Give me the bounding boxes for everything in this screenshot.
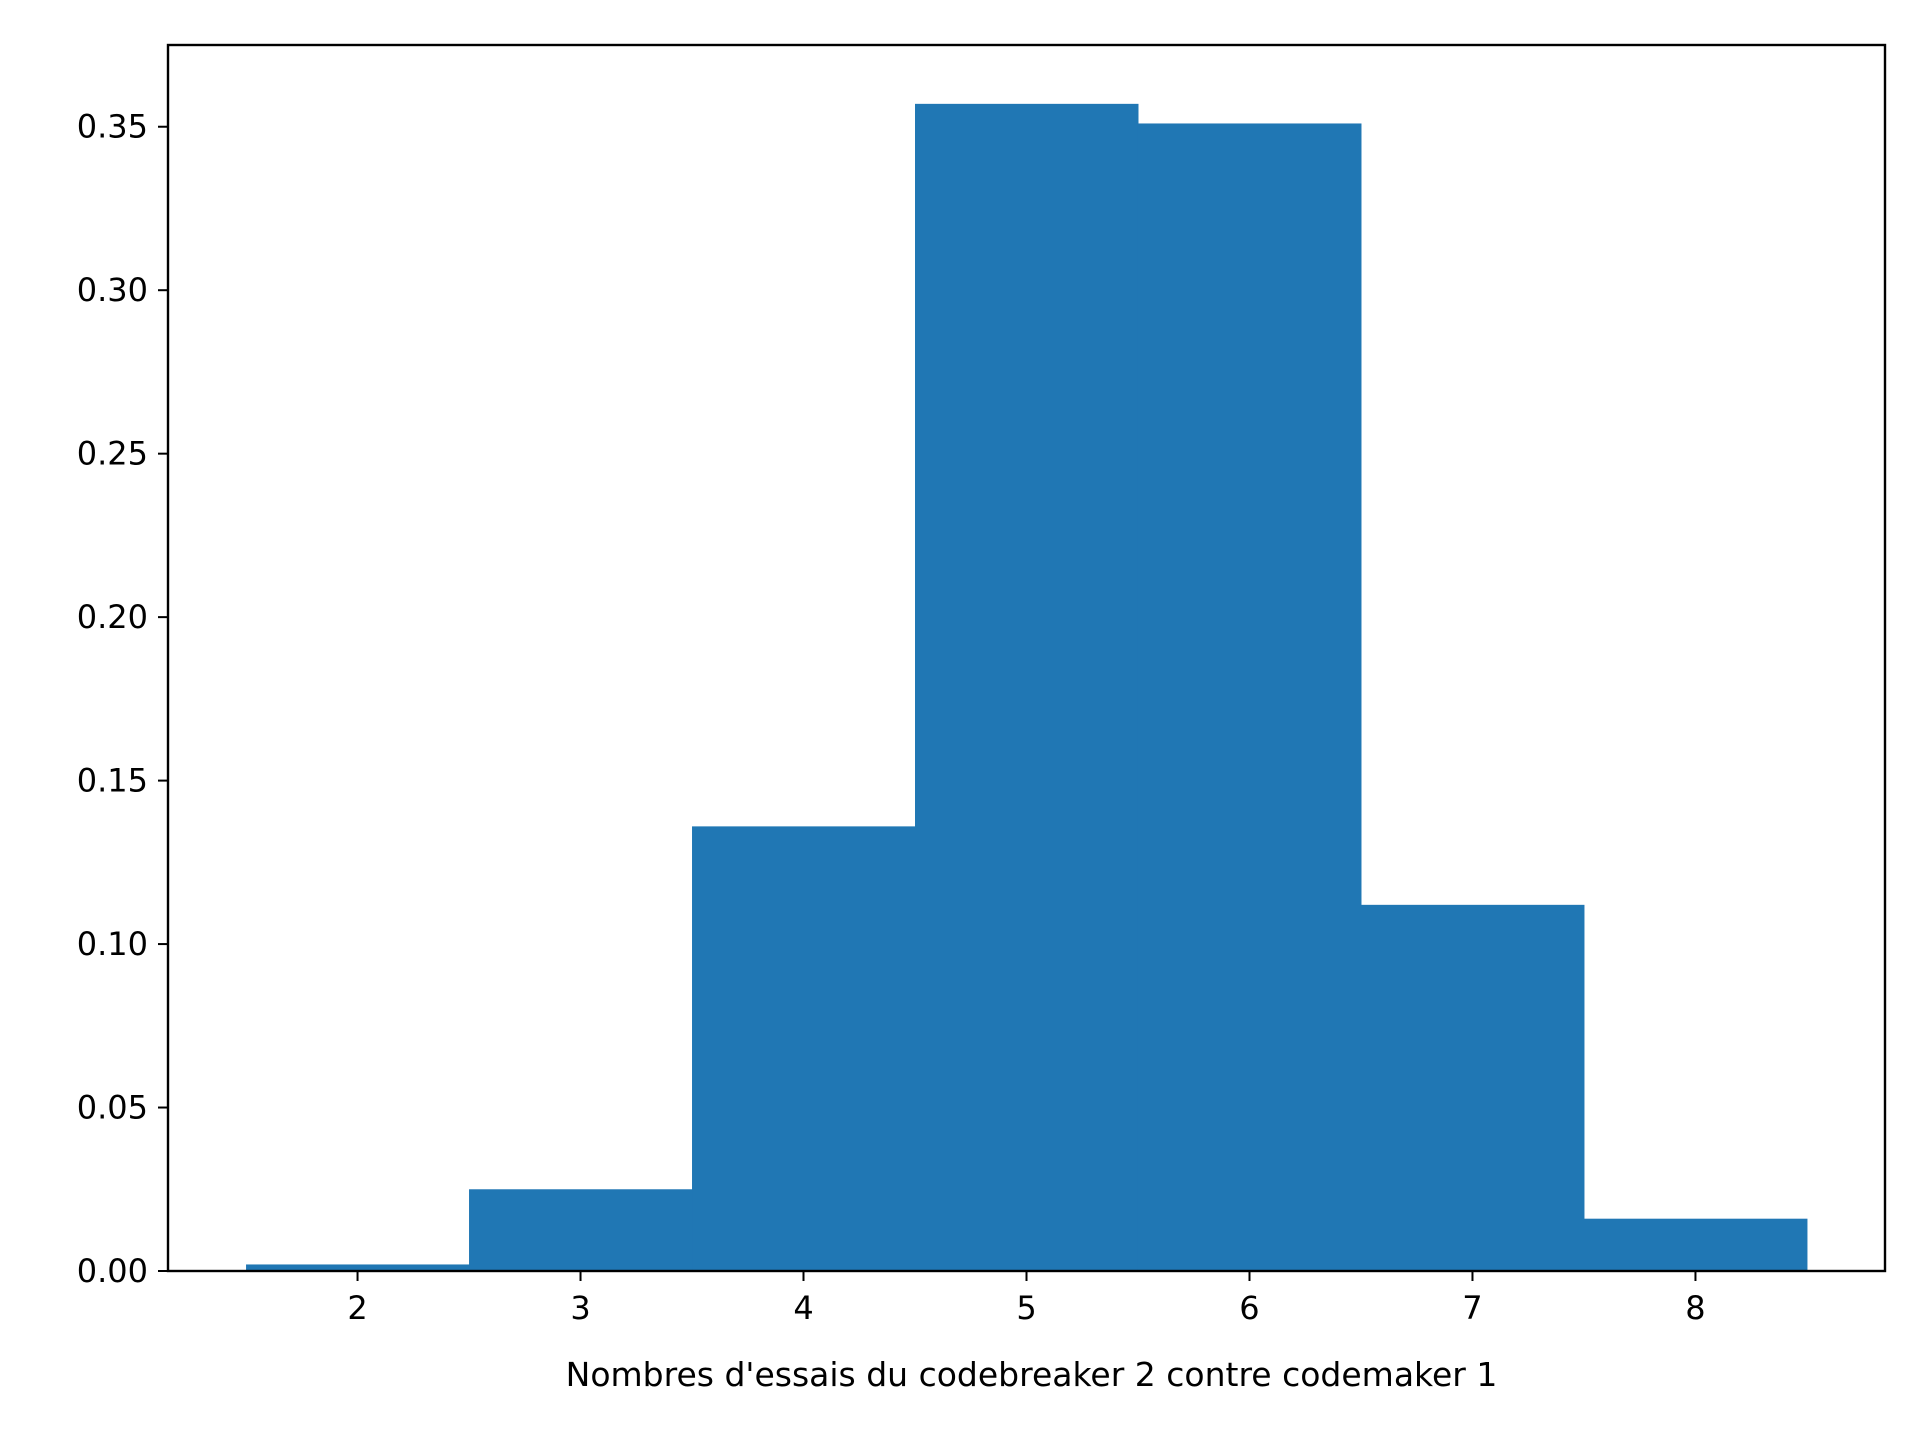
- y-tick-label: 0.15: [77, 762, 148, 800]
- y-tick-label: 0.00: [77, 1252, 148, 1290]
- x-tick-label: 4: [793, 1289, 813, 1327]
- bar-6: [1137, 123, 1362, 1272]
- x-ticks-group: 2 3 4 5 6 7 8: [347, 1271, 1706, 1327]
- y-tick-label: 0.05: [77, 1089, 148, 1127]
- x-tick-label: 6: [1239, 1289, 1259, 1327]
- bar-7: [1360, 904, 1585, 1271]
- y-tick-label: 0.20: [77, 598, 148, 636]
- x-tick-label: 2: [347, 1289, 367, 1327]
- x-tick-label: 7: [1462, 1289, 1482, 1327]
- bar-4: [692, 826, 916, 1271]
- y-tick-label: 0.35: [77, 108, 148, 146]
- plot-frame: [166, 43, 1887, 1273]
- bars-group: [246, 103, 1808, 1272]
- y-tick-label: 0.25: [77, 435, 148, 473]
- x-axis-label: Nombres d'essais du codebreaker 2 contre…: [566, 1355, 1498, 1394]
- bar-8: [1583, 1218, 1808, 1271]
- y-tick-label: 0.10: [77, 925, 148, 963]
- bar-3: [469, 1189, 693, 1271]
- y-tick-label: 0.30: [77, 271, 148, 309]
- x-tick-label: 5: [1016, 1289, 1036, 1327]
- x-tick-label: 8: [1685, 1289, 1705, 1327]
- y-ticks-group: 0.00 0.05 0.10 0.15 0.20 0.25 0.30 0.35: [77, 108, 168, 1290]
- bar-5: [915, 103, 1139, 1271]
- bar-2: [246, 1264, 470, 1271]
- x-tick-label: 3: [570, 1289, 590, 1327]
